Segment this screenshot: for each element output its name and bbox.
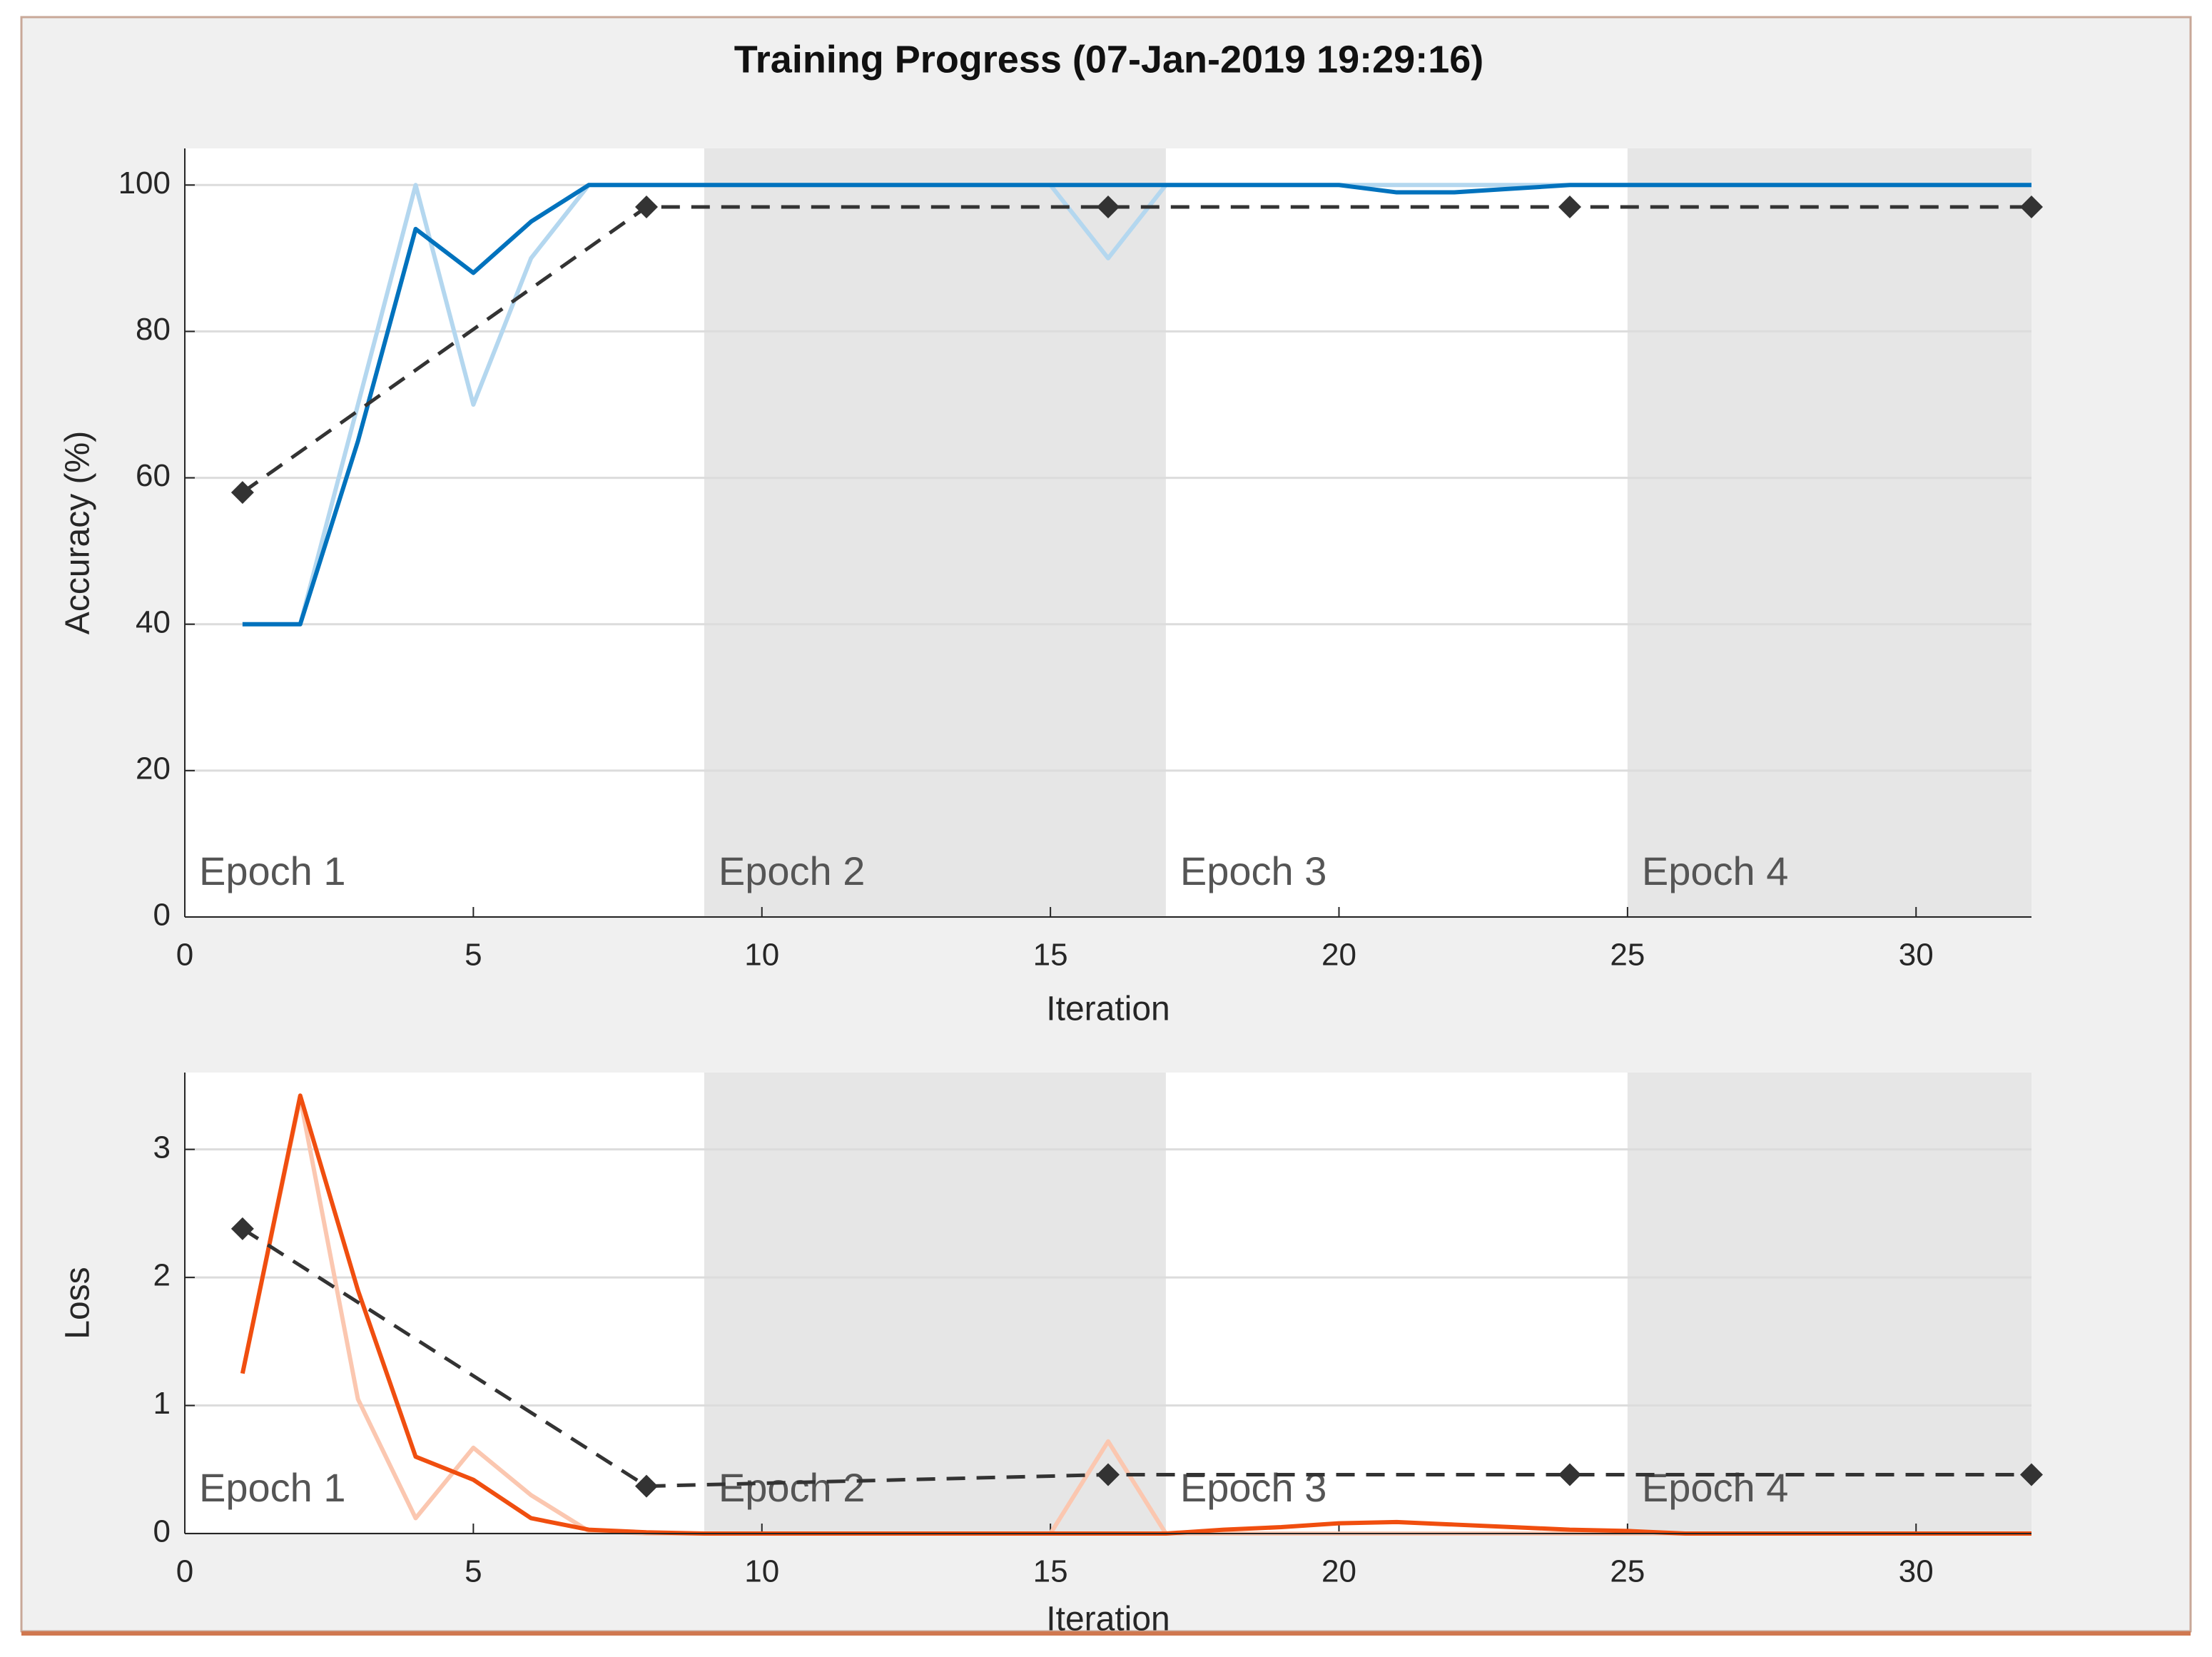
figure-title: Training Progress (07-Jan-2019 19:29:16)	[734, 38, 1483, 81]
y-tick-label: 20	[136, 751, 171, 786]
y-tick-label: 1	[153, 1386, 171, 1421]
y-tick-label: 60	[136, 458, 171, 493]
y-axis-label: Accuracy (%)	[59, 431, 97, 634]
diamond-marker	[2020, 196, 2043, 219]
x-tick-label: 25	[1610, 1554, 1645, 1589]
diamond-marker	[1558, 1463, 1581, 1486]
y-tick-label: 80	[136, 312, 171, 347]
epoch-label: Epoch 2	[719, 848, 866, 893]
x-axis-label: Iteration	[1046, 1601, 1170, 1638]
epoch-label: Epoch 2	[719, 1465, 866, 1510]
frame-bottom-edge	[21, 1631, 2191, 1636]
diamond-marker	[230, 481, 254, 505]
x-tick-label: 0	[176, 938, 193, 973]
epoch-label: Epoch 3	[1180, 848, 1327, 893]
y-tick-label: 2	[153, 1258, 171, 1293]
series-line	[241, 205, 2031, 495]
diamond-marker	[230, 1217, 254, 1240]
x-tick-label: 5	[465, 938, 482, 973]
y-tick-label: 3	[153, 1130, 171, 1165]
x-tick-label: 10	[744, 938, 779, 973]
diamond-marker	[635, 1474, 658, 1498]
epoch-label: Epoch 1	[199, 1465, 346, 1510]
diamond-marker	[1097, 1463, 1120, 1486]
epoch-band	[1627, 148, 2031, 917]
y-axis-label: Loss	[59, 1267, 97, 1339]
x-tick-label: 30	[1899, 938, 1934, 973]
epoch-label: Epoch 1	[199, 848, 346, 893]
x-tick-label: 5	[465, 1554, 482, 1589]
x-tick-label: 0	[176, 1554, 193, 1589]
x-tick-label: 15	[1033, 1554, 1068, 1589]
x-tick-label: 10	[744, 1554, 779, 1589]
x-tick-label: 20	[1321, 938, 1356, 973]
x-tick-label: 30	[1899, 1554, 1934, 1589]
y-tick-label: 0	[153, 898, 171, 933]
diamond-marker	[2020, 1463, 2043, 1486]
diamond-marker	[1558, 196, 1581, 219]
x-tick-label: 20	[1321, 1554, 1356, 1589]
epoch-label: Epoch 4	[1642, 848, 1789, 893]
diamond-marker	[635, 196, 658, 219]
x-tick-label: 25	[1610, 938, 1645, 973]
x-axis-label: Iteration	[1046, 990, 1170, 1028]
diamond-marker	[1097, 196, 1120, 219]
epoch-band	[704, 148, 1166, 917]
y-tick-label: 100	[118, 166, 171, 201]
epoch-label: Epoch 3	[1180, 1465, 1327, 1510]
y-tick-label: 40	[136, 604, 171, 639]
epoch-label: Epoch 4	[1642, 1465, 1789, 1510]
y-tick-label: 0	[153, 1514, 171, 1549]
x-tick-label: 15	[1033, 938, 1068, 973]
series-line	[242, 183, 2031, 627]
